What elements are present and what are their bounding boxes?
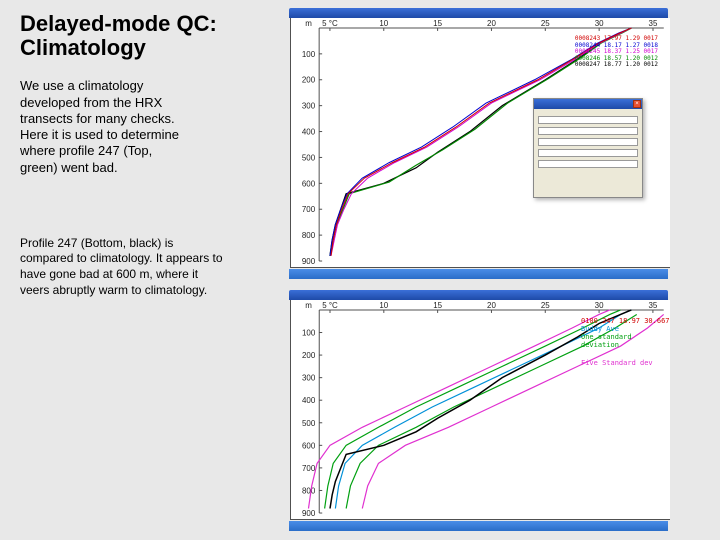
svg-text:100: 100 [302, 329, 316, 338]
svg-text:600: 600 [302, 441, 316, 450]
svg-text:30: 30 [595, 301, 604, 310]
svg-text:900: 900 [302, 257, 316, 266]
svg-text:m: m [305, 19, 312, 28]
paragraph-1: We use a climatology developed from the … [20, 78, 190, 176]
svg-text:10: 10 [379, 301, 388, 310]
svg-text:700: 700 [302, 205, 316, 214]
svg-text:300: 300 [302, 102, 316, 111]
svg-text:400: 400 [302, 128, 316, 137]
svg-text:200: 200 [302, 351, 316, 360]
dialog-field[interactable] [538, 149, 638, 157]
svg-text:400: 400 [302, 396, 316, 405]
close-icon[interactable]: × [633, 100, 641, 108]
chart-bottom: 5 °C 10 15 20 25 30 35 m 100 200 300 400 500 600 700 80… [290, 300, 670, 520]
chart-top: 5 °C 10 15 20 25 30 35 m 100 200 300 400 500 600 700 80… [290, 18, 670, 268]
svg-text:10: 10 [379, 19, 388, 28]
svg-text:600: 600 [302, 179, 316, 188]
svg-text:500: 500 [302, 419, 316, 428]
svg-text:15: 15 [433, 301, 442, 310]
window-taskbar [289, 521, 668, 531]
paragraph-2: Profile 247 (Bottom, black) is compared … [20, 236, 230, 298]
svg-text:30: 30 [595, 19, 604, 28]
dialog-window: × [533, 98, 643, 198]
svg-text:25: 25 [541, 301, 550, 310]
svg-text:700: 700 [302, 464, 316, 473]
dialog-titlebar: × [534, 99, 642, 109]
svg-text:20: 20 [487, 19, 496, 28]
window-titlebar [289, 8, 668, 18]
dialog-field[interactable] [538, 127, 638, 135]
svg-text:900: 900 [302, 509, 316, 518]
svg-text:25: 25 [541, 19, 550, 28]
svg-text:m: m [305, 301, 312, 310]
chart-annotation: One standard deviation [581, 334, 670, 349]
svg-text:35: 35 [648, 301, 657, 310]
svg-text:15: 15 [433, 19, 442, 28]
svg-text:35: 35 [649, 19, 658, 28]
chart-top-legend: 0008243 17.97 1.29 00170008244 18.17 1.2… [575, 36, 658, 69]
svg-text:800: 800 [302, 231, 316, 240]
window-taskbar [289, 269, 668, 279]
dialog-body [534, 109, 642, 175]
svg-text:5 °C: 5 °C [322, 19, 338, 28]
svg-text:500: 500 [302, 153, 316, 162]
dialog-field[interactable] [538, 160, 638, 168]
legend-item: 0008247 18.77 1.20 0012 [575, 62, 658, 69]
dialog-field[interactable] [538, 116, 638, 124]
window-titlebar [289, 290, 668, 300]
svg-text:200: 200 [302, 76, 316, 85]
svg-text:100: 100 [302, 50, 316, 59]
svg-text:300: 300 [302, 374, 316, 383]
chart-annotation: Five Standard dev [581, 360, 653, 368]
slide-title: Delayed-mode QC: Climatology [20, 12, 260, 60]
svg-text:20: 20 [487, 301, 496, 310]
dialog-field[interactable] [538, 138, 638, 146]
svg-text:800: 800 [302, 486, 316, 495]
svg-text:5 °C: 5 °C [322, 301, 338, 310]
